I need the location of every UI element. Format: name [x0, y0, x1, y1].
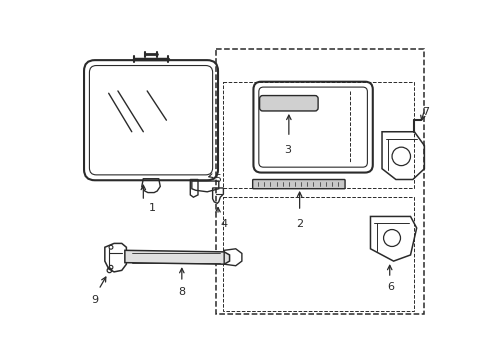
Polygon shape: [125, 250, 229, 264]
Text: 6: 6: [388, 282, 394, 292]
FancyBboxPatch shape: [253, 180, 345, 189]
Text: 1: 1: [149, 203, 156, 213]
FancyBboxPatch shape: [260, 95, 318, 111]
Text: 9: 9: [91, 295, 98, 305]
Text: 2: 2: [296, 219, 303, 229]
Text: 8: 8: [179, 287, 186, 297]
Text: 3: 3: [284, 145, 291, 155]
Text: 4: 4: [220, 219, 227, 229]
Text: 7: 7: [422, 107, 429, 117]
Text: 5: 5: [214, 174, 221, 184]
